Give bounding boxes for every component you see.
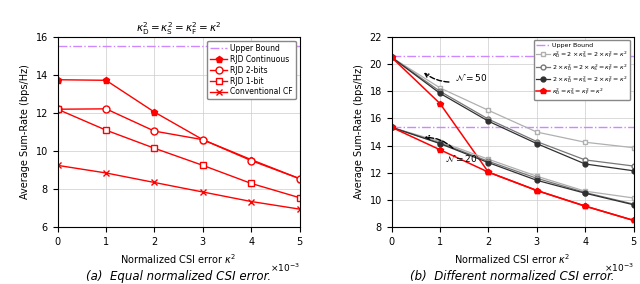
Legend: Upper Bound, $\kappa_{\mathrm{D}}^2=2\times\kappa_{\mathrm{S}}^2=2\times\kappa_{: Upper Bound, $\kappa_{\mathrm{D}}^2=2\ti… — [534, 40, 630, 100]
Conventional CF — [150, 181, 158, 184]
RJD 2-bits — [150, 130, 158, 133]
Conventional CF — [296, 207, 303, 211]
Upper Bound — [54, 45, 61, 48]
Text: $\mathcal{N}=50$: $\mathcal{N}=50$ — [425, 72, 487, 83]
Conventional CF — [54, 164, 61, 167]
RJD Continuous — [199, 138, 207, 141]
RJD 2-bits — [199, 138, 207, 141]
RJD 2-bits — [296, 177, 303, 180]
Legend: Upper Bound, RJD Continuous, RJD 2-bits, RJD 1-bit, Conventional CF: Upper Bound, RJD Continuous, RJD 2-bits,… — [207, 41, 296, 99]
Text: (b)  Different normalized CSI error.: (b) Different normalized CSI error. — [410, 270, 615, 283]
RJD Continuous — [248, 158, 255, 161]
Text: $\mathcal{N}=20$: $\mathcal{N}=20$ — [426, 136, 477, 164]
RJD 2-bits — [248, 159, 255, 162]
RJD 1-bit — [296, 196, 303, 199]
Line: RJD 2-bits: RJD 2-bits — [54, 105, 303, 182]
RJD Continuous — [150, 110, 158, 114]
Y-axis label: Average Sum-Rate (bps/Hz): Average Sum-Rate (bps/Hz) — [354, 65, 364, 199]
RJD 1-bit — [150, 147, 158, 150]
Y-axis label: Average Sum-Rate (bps/Hz): Average Sum-Rate (bps/Hz) — [20, 65, 30, 199]
Conventional CF — [248, 200, 255, 203]
Line: Conventional CF: Conventional CF — [54, 162, 303, 213]
RJD 1-bit — [102, 128, 110, 132]
Line: RJD 1-bit: RJD 1-bit — [54, 106, 303, 201]
Text: (a)  Equal normalized CSI error.: (a) Equal normalized CSI error. — [86, 270, 271, 283]
RJD 2-bits — [54, 108, 61, 111]
RJD 1-bit — [199, 164, 207, 167]
RJD Continuous — [296, 177, 303, 180]
RJD 1-bit — [54, 108, 61, 111]
RJD 1-bit — [248, 182, 255, 185]
X-axis label: Normalized CSI error $\kappa^2$: Normalized CSI error $\kappa^2$ — [454, 252, 571, 266]
Text: $\times 10^{-3}$: $\times 10^{-3}$ — [604, 262, 634, 274]
RJD Continuous — [54, 78, 61, 82]
Conventional CF — [199, 190, 207, 194]
Upper Bound — [102, 45, 110, 48]
RJD Continuous — [102, 79, 110, 82]
Conventional CF — [102, 171, 110, 175]
Line: RJD Continuous: RJD Continuous — [54, 76, 303, 182]
RJD 2-bits — [102, 107, 110, 110]
Title: $\kappa_{\mathrm{D}}^2 = \kappa_{\mathrm{S}}^2 = \kappa_{\mathrm{F}}^2 = \kappa^: $\kappa_{\mathrm{D}}^2 = \kappa_{\mathrm… — [136, 20, 221, 37]
X-axis label: Normalized CSI error $\kappa^2$: Normalized CSI error $\kappa^2$ — [120, 252, 237, 266]
Text: $\times 10^{-3}$: $\times 10^{-3}$ — [270, 262, 300, 274]
